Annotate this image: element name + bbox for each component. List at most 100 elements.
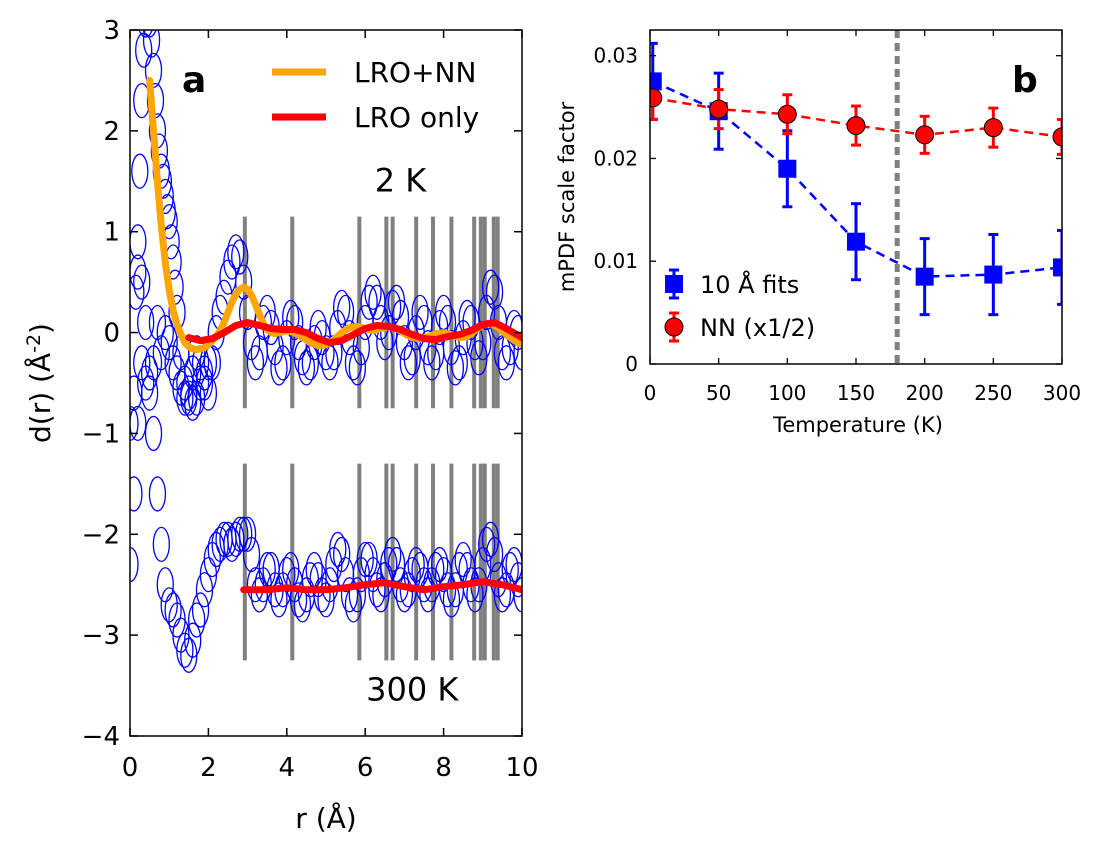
data-point xyxy=(130,476,143,512)
data-point xyxy=(481,269,500,305)
data-point xyxy=(138,30,153,38)
data-point xyxy=(184,622,202,658)
legend-label-nn: NN (x1/2) xyxy=(700,314,815,342)
fit-line-lro-only-300-k xyxy=(240,578,522,594)
x-tick-label-b: 250 xyxy=(974,381,1012,405)
data-point xyxy=(348,577,367,613)
legend-entry-10a-fits: 10 Å fits xyxy=(665,268,799,300)
fit-line-lro-only xyxy=(185,319,522,347)
x-tick-label-b: 50 xyxy=(706,381,731,405)
x-tick-label: 4 xyxy=(279,753,296,783)
data-marker-circle xyxy=(1052,127,1062,147)
data-point xyxy=(242,536,261,573)
data-point xyxy=(321,345,339,381)
panel-b: 0 50 100 150 200 250 300 0 0.01 0.02 0.03 Temperat… xyxy=(555,29,1081,437)
y-tick-label-b: 0.01 xyxy=(593,249,638,273)
data-point xyxy=(411,294,429,331)
y-tick-label: −1 xyxy=(82,419,120,449)
y-tick-label: 2 xyxy=(103,117,120,147)
data-point xyxy=(505,546,522,583)
data-marker-square xyxy=(915,267,934,286)
data-marker-circle xyxy=(983,118,1003,138)
data-marker-circle xyxy=(846,116,866,136)
data-point xyxy=(130,274,145,310)
data-point xyxy=(423,345,441,381)
data-point xyxy=(285,304,304,341)
data-point xyxy=(419,577,437,613)
y-tick-label: −4 xyxy=(82,722,120,752)
temperature-label-300k: 300 K xyxy=(366,671,459,709)
data-point xyxy=(195,355,214,391)
y-tick-label: 1 xyxy=(103,218,120,248)
data-point xyxy=(364,274,382,310)
legend-marker-square xyxy=(665,275,683,293)
data-point xyxy=(176,380,194,416)
data-point xyxy=(164,592,182,628)
x-tick-label: 0 xyxy=(122,753,139,783)
data-marker-square xyxy=(778,159,797,178)
data-point xyxy=(187,602,206,638)
axis-ticks-a: 0 2 4 6 8 10 −4 −3 −2 −1 0 1 2 3 xyxy=(82,16,539,783)
x-tick-label: 10 xyxy=(505,753,538,783)
y-axis-label-text: d(r) (Å xyxy=(23,353,57,443)
y-tick-label: −2 xyxy=(82,520,120,550)
data-point xyxy=(383,536,402,573)
y-tick-label-b: 0.02 xyxy=(593,146,638,170)
data-marker-circle xyxy=(915,125,935,145)
data-point xyxy=(140,375,159,411)
data-point xyxy=(130,254,147,290)
data-point xyxy=(130,546,139,583)
y-axis-label-exponent: -2 xyxy=(23,334,45,353)
data-point xyxy=(509,562,522,598)
data-point xyxy=(454,541,472,578)
data-point xyxy=(462,304,480,341)
data-point xyxy=(333,536,351,573)
data-point xyxy=(485,536,504,573)
legend-label-lro-only: LRO only xyxy=(354,101,479,134)
y-axis-label-b: mPDF scale factor xyxy=(555,101,579,292)
data-point xyxy=(431,546,449,583)
legend-marker-circle xyxy=(664,317,684,337)
data-point xyxy=(274,345,292,381)
data-point xyxy=(231,516,249,552)
x-tick-label-b: 300 xyxy=(1043,381,1081,405)
data-point xyxy=(130,405,147,441)
data-point xyxy=(446,350,465,386)
panel-a: 0 2 4 6 8 10 −4 −3 −2 −1 0 1 2 3 r (Å) d(r) (Å-2) a L… xyxy=(23,16,539,835)
x-tick-label: 8 xyxy=(435,753,452,783)
data-point xyxy=(130,224,147,260)
plot-frame-a xyxy=(129,29,523,737)
data-point xyxy=(223,244,241,280)
data-marker-square xyxy=(1053,258,1062,277)
x-axis-label: r (Å) xyxy=(295,801,356,835)
data-point xyxy=(142,30,161,58)
data-marker-square xyxy=(650,72,662,91)
data-marker-square xyxy=(847,232,865,251)
data-point xyxy=(142,30,157,38)
x-tick-label-b: 150 xyxy=(837,381,875,405)
panel-label-b: b xyxy=(1012,60,1038,101)
data-point xyxy=(160,325,178,361)
x-tick-label: 2 xyxy=(200,753,217,783)
data-point xyxy=(333,289,351,326)
fit-lines xyxy=(146,76,522,594)
data-point xyxy=(131,153,149,189)
legend-label-lro-nn: LRO+NN xyxy=(354,56,476,89)
y-tick-label: 3 xyxy=(103,16,120,46)
y-tick-label-b: 0.03 xyxy=(593,44,638,68)
data-point xyxy=(317,335,335,371)
x-axis-label-b: Temperature (K) xyxy=(772,413,943,437)
data-point xyxy=(360,284,378,320)
data-point xyxy=(340,577,359,613)
data-marker-circle xyxy=(650,88,663,108)
data-point xyxy=(156,314,174,351)
data-point xyxy=(513,577,522,613)
y-axis-label: d(r) (Å-2) xyxy=(23,323,57,443)
data-point xyxy=(227,521,245,557)
data-point xyxy=(148,476,167,512)
data-marker-square xyxy=(984,265,1003,284)
data-point xyxy=(297,350,316,386)
data-point xyxy=(270,582,288,618)
data-point xyxy=(329,531,347,568)
